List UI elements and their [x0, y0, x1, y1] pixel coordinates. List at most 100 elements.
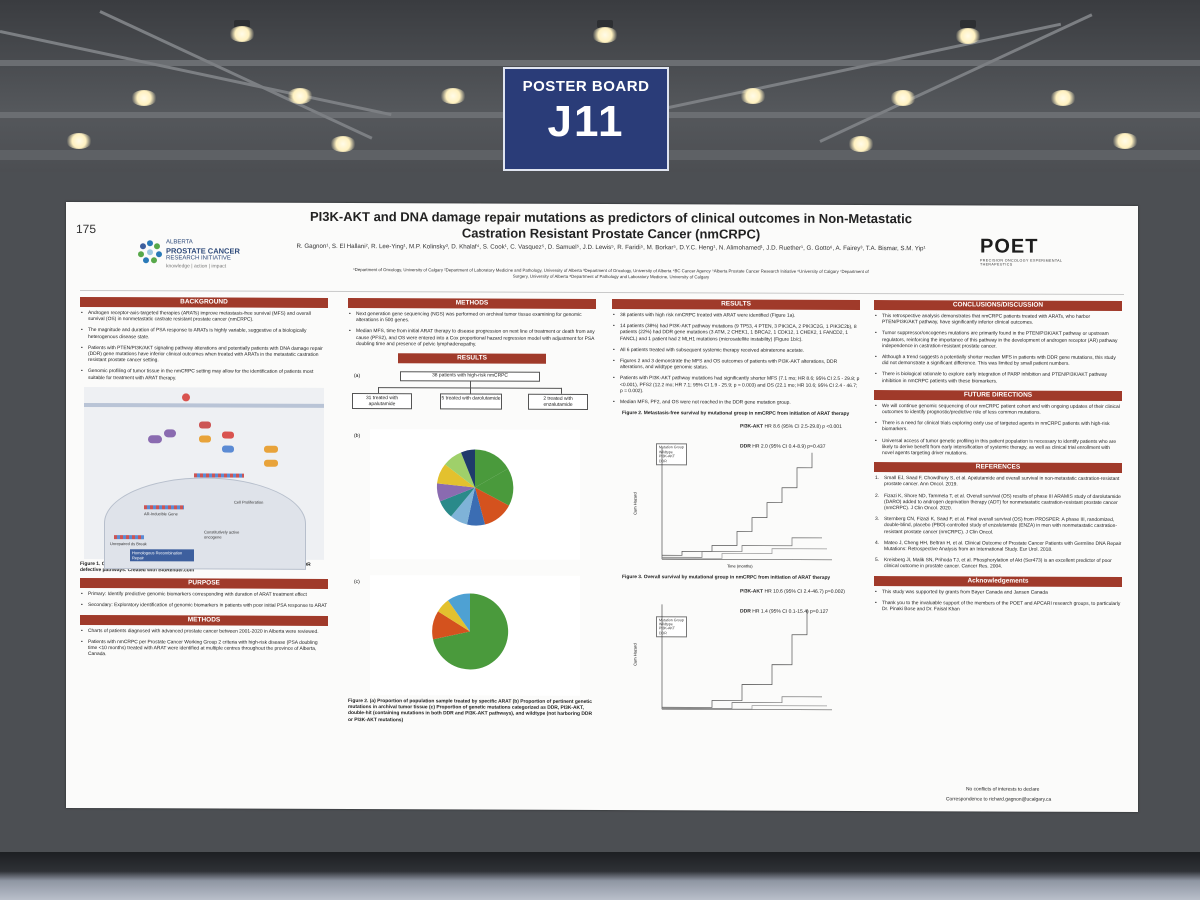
reference-item: 2. Fizazi K, Shore ND, Tammela T, et al. …	[874, 494, 1122, 514]
pie-slice	[438, 600, 470, 632]
km-stat-label: PI3K-AKT	[740, 588, 764, 595]
bullet: Charts of patients diagnosed with advanc…	[80, 629, 328, 636]
ceiling-light	[1050, 90, 1076, 106]
section-header-results: RESULTS	[612, 299, 860, 310]
bullet: This retrospective analysis demonstrates…	[874, 314, 1122, 327]
bullet: Androgen receptor-axis-targeted therapie…	[80, 311, 328, 324]
ceiling-truss	[0, 30, 392, 117]
reference-number: 4.	[875, 540, 880, 546]
reference-number: 1.	[875, 476, 880, 482]
pie-slice	[467, 487, 485, 526]
bullet: There is a need for clinical trials expl…	[874, 421, 1122, 434]
km-xlabel: Time (months)	[727, 563, 753, 570]
protein-node	[264, 459, 278, 467]
poet-logo-sub: PRECISION ONCOLOGY EXPERIMENTAL THERAPEU…	[980, 258, 1063, 267]
ceiling-light	[287, 88, 313, 104]
flow-box-apalutamide: 31 treated with apalutamide	[352, 393, 412, 410]
ceiling-light	[955, 28, 981, 44]
light-fixture	[234, 20, 250, 28]
km-curve-os	[661, 603, 832, 710]
header-divider	[80, 289, 1124, 296]
mutation-pie-chart	[370, 429, 580, 560]
cell-membrane	[84, 402, 324, 408]
bullet: We will continue genomic sequencing of o…	[874, 404, 1122, 417]
column-2: METHODS Next generation gene sequencing …	[348, 298, 596, 729]
bullet: Tumor suppressor/oncogenes mutations are…	[874, 331, 1122, 351]
pie-slice	[437, 464, 475, 488]
km-line-wildtype	[662, 548, 827, 560]
section-header-methods: METHODS	[348, 298, 596, 309]
km-stat-pi3k: PI3K-AKT HR 8.6 (95% CI 2.5-29.8) p <0.0…	[740, 424, 850, 431]
reference-number: 2.	[875, 493, 880, 499]
protein-node	[164, 429, 176, 438]
pie-slice	[440, 487, 475, 517]
bullet: Primary: Identify predictive genomic bio…	[80, 592, 328, 599]
column-3: RESULTS 38 patients with high risk nmCRP…	[612, 299, 860, 717]
bullet: Universal access of tumor genetic profil…	[874, 439, 1122, 459]
bullet: Patients with PTEN/PI3K/AKT signaling pa…	[80, 346, 328, 366]
column-1: BACKGROUND Androgen receptor-axis-target…	[80, 296, 328, 664]
reference-item: 5. Kreisberg JI, Malik SN, Prihoda TJ, et…	[874, 558, 1122, 571]
bullet: Secondary: Exploratory identification of…	[80, 603, 328, 610]
light-fixture	[960, 20, 976, 28]
km-line-wildtype	[662, 704, 827, 710]
section-header-results: RESULTS	[398, 353, 546, 364]
km-curve-mfs	[661, 447, 832, 561]
section-header-references: REFERENCES	[874, 462, 1122, 474]
section-header-conclusions: CONCLUSIONS/DISCUSSION	[874, 300, 1122, 311]
light-fixture	[597, 20, 613, 28]
bullet: Genomic profiling of tumor tissue in the…	[80, 369, 328, 382]
figure2-panels: (a) 38 patients with high-risk nmCRPC 31…	[348, 367, 596, 698]
pie-slice	[461, 449, 475, 488]
sign-board-number: J11	[547, 97, 625, 146]
aprci-logo-line2: PROSTATE CANCER	[166, 246, 240, 256]
protein-node	[222, 431, 234, 439]
panel-label-a: (a)	[354, 373, 361, 380]
flow-box-darolutamide: 5 treated with darolutamide	[440, 393, 502, 410]
aprci-logo-mark	[138, 240, 162, 264]
km-figure3-title: Figure 3. Overall survival by mutational…	[622, 575, 831, 582]
pie-slice	[432, 611, 470, 640]
bullet: The magnitude and duration of PSA respon…	[80, 328, 328, 341]
reference-item: 3. Sternberg CN, Fizazi K, Saad F, et al.…	[874, 517, 1122, 537]
aprci-logo: ALBERTA PROSTATE CANCER RESEARCH INITIAT…	[138, 238, 248, 278]
bullet: This study was supported by grants from …	[874, 590, 1122, 597]
reference-text: Kreisberg JI, Malik SN, Prihoda TJ, et a…	[884, 558, 1112, 571]
sign-label: POSTER BOARD	[522, 78, 650, 95]
ceiling-light	[330, 136, 356, 152]
section-header-methods: METHODS	[80, 614, 328, 626]
bullet: Patients with nmCRPC per Prostate Cancer…	[80, 640, 328, 660]
figure1-diagram: Cell Proliferation AR-Inducible Gene Unr…	[84, 386, 324, 570]
label-constitutive-oncogene: Constitutively active oncogene	[204, 529, 240, 540]
flow-box-top: 38 patients with high-risk nmCRPC	[400, 371, 540, 382]
pie-slice	[475, 449, 508, 488]
ceiling-light	[890, 90, 916, 106]
protein-node	[199, 435, 211, 443]
section-header-background: BACKGROUND	[80, 296, 328, 308]
poster-title-line: PI3K-AKT and DNA damage repair mutations…	[310, 208, 912, 227]
pie-slice	[436, 483, 475, 502]
km-ylabel: Cum Hazard	[632, 492, 638, 516]
ceiling-light	[440, 88, 466, 104]
km-line-ddr	[662, 695, 822, 709]
receptor-node	[182, 393, 190, 402]
poster-authors: R. Gagnon¹, S. El Hallani², R. Lee-Ying¹…	[296, 242, 926, 253]
label-ar-inducible-gene: AR-Inducible Gene	[144, 511, 178, 517]
dna-strand	[114, 534, 144, 540]
section-header-future: FUTURE DIRECTIONS	[874, 389, 1122, 401]
label-cell-proliferation: Cell Proliferation	[234, 499, 264, 505]
bullet: Median MFS, time from initial ARAT thera…	[348, 329, 596, 349]
km-figure3: PI3K-AKT HR 10.6 (95% CI 2.4-46.7) p=0.0…	[612, 586, 860, 717]
reference-item: 4. Mateo J, Cheng HH, Beltran H, et al. C…	[874, 541, 1122, 554]
bullet: Median MFS, PF2, and OS were not reached…	[612, 400, 860, 407]
bullet: Thank you to the invaluable support of t…	[874, 601, 1122, 614]
protein-node	[148, 435, 162, 444]
reference-text: Fizazi K, Shore ND, Tammela T, et al. Ov…	[884, 493, 1121, 512]
section-header-purpose: PURPOSE	[80, 578, 328, 590]
pie-slice	[451, 487, 475, 525]
bullet: Figures 2 and 3 demonstrate the MFS and …	[612, 359, 860, 372]
aprci-logo-line3: RESEARCH INITIATIVE	[166, 255, 231, 262]
section-header-acknowledgements: Acknowledgements	[874, 575, 1122, 587]
ceiling-light	[592, 27, 618, 43]
bullet: There is biological rationale to explore…	[874, 372, 1122, 385]
